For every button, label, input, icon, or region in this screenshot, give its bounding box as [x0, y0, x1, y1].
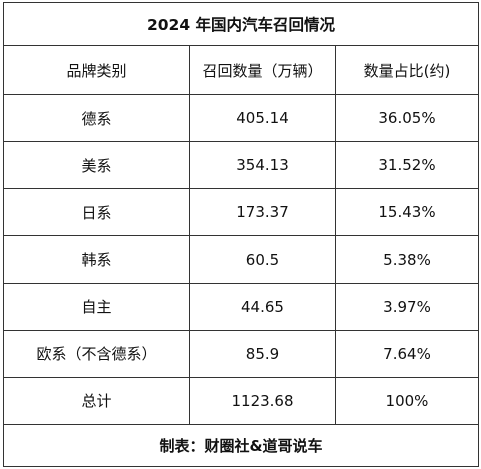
count-cell: 44.65 — [189, 282, 336, 331]
share-cell: 36.05% — [335, 94, 479, 143]
table-title: 2024 年国内汽车召回情况 — [3, 1, 479, 47]
table-row: 日系 173.37 15.43% — [3, 188, 479, 237]
count-cell: 85.9 — [189, 329, 336, 378]
share-cell: 5.38% — [335, 235, 479, 284]
table-row: 自主 44.65 3.97% — [3, 282, 479, 331]
count-cell: 173.37 — [189, 188, 336, 237]
table-footer-credit: 制表：财圈社&道哥说车 — [3, 423, 479, 468]
share-cell: 31.52% — [335, 141, 479, 190]
brand-cell: 美系 — [3, 141, 190, 190]
count-cell: 405.14 — [189, 94, 336, 143]
table-row: 德系 405.14 36.05% — [3, 94, 479, 143]
share-cell: 7.64% — [335, 329, 479, 378]
brand-cell: 德系 — [3, 94, 190, 143]
share-cell: 15.43% — [335, 188, 479, 237]
count-cell: 354.13 — [189, 141, 336, 190]
title-row: 2024 年国内汽车召回情况 — [3, 1, 479, 47]
brand-cell: 韩系 — [3, 235, 190, 284]
total-label-cell: 总计 — [3, 376, 190, 425]
brand-cell: 日系 — [3, 188, 190, 237]
total-share-cell: 100% — [335, 376, 479, 425]
header-row: 品牌类别 召回数量（万辆） 数量占比(约) — [3, 45, 479, 96]
total-count-cell: 1123.68 — [189, 376, 336, 425]
brand-cell: 自主 — [3, 282, 190, 331]
brand-cell: 欧系（不含德系） — [3, 329, 190, 378]
footer-row: 制表：财圈社&道哥说车 — [3, 423, 479, 468]
count-cell: 60.5 — [189, 235, 336, 284]
table-row: 美系 354.13 31.52% — [3, 141, 479, 190]
table-row: 韩系 60.5 5.38% — [3, 235, 479, 284]
share-cell: 3.97% — [335, 282, 479, 331]
header-brand: 品牌类别 — [3, 45, 190, 96]
header-count: 召回数量（万辆） — [189, 45, 336, 96]
recall-table: 2024 年国内汽车召回情况 品牌类别 召回数量（万辆） 数量占比(约) 德系 … — [3, 1, 479, 468]
header-share: 数量占比(约) — [335, 45, 479, 96]
table-row: 欧系（不含德系） 85.9 7.64% — [3, 329, 479, 378]
total-row: 总计 1123.68 100% — [3, 376, 479, 425]
